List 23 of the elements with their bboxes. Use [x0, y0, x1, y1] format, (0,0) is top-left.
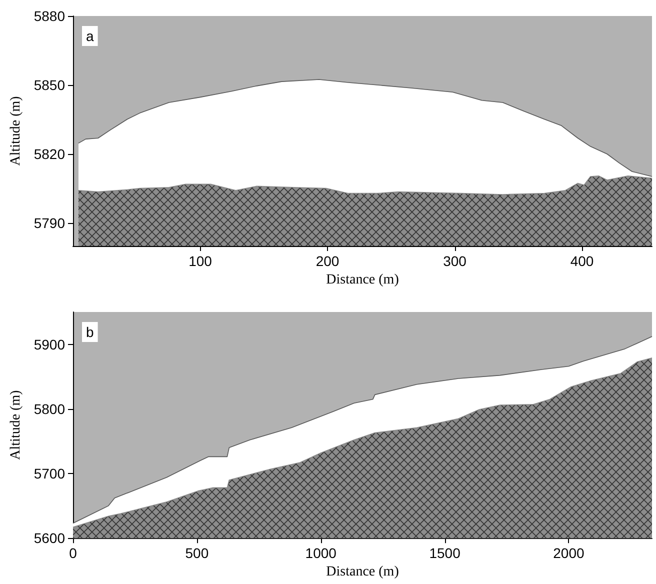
x-tick-label: 1000 [305, 545, 337, 562]
annotation: a [86, 28, 94, 44]
y-tick-label: 5700 [34, 466, 66, 482]
x-tick-label: 400 [570, 253, 594, 269]
x-tick-label: 0 [69, 545, 78, 562]
x-tick-label: 2000 [553, 545, 584, 562]
y-tick-label: 5820 [34, 146, 66, 162]
y-tick-label: 5800 [34, 400, 66, 417]
x-axis-title: Distance (m) [326, 272, 400, 288]
y-tick-label: 5600 [34, 530, 66, 546]
x-axis-title: Distance (m) [326, 564, 400, 580]
y-tick-label: 5880 [34, 8, 66, 24]
y-axis-title: Altitude (m) [8, 96, 24, 166]
y-axis-title: Altitude (m) [8, 390, 24, 460]
x-tick-label: 500 [185, 545, 209, 562]
x-tick-label: 1500 [429, 545, 461, 562]
annotation: b [86, 324, 94, 340]
y-tick-label: 5900 [34, 336, 66, 352]
y-tick-label: 5790 [34, 215, 66, 231]
x-tick-label: 100 [188, 253, 212, 269]
x-tick-label: 300 [443, 253, 467, 269]
x-tick-label: 200 [316, 253, 340, 269]
y-tick-label: 5850 [34, 77, 66, 93]
